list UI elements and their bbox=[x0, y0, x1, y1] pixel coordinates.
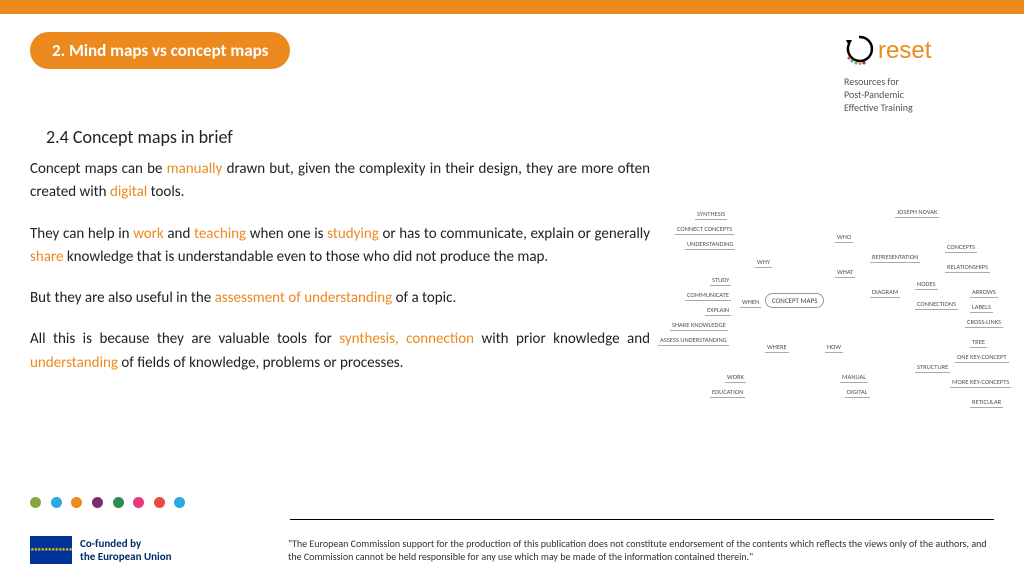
mm-digital: DIGITAL bbox=[845, 388, 870, 398]
dot-icon bbox=[154, 497, 165, 508]
eu-text: Co-funded bythe European Union bbox=[80, 537, 172, 563]
paragraph-1: Concept maps can be manually drawn but, … bbox=[30, 158, 650, 205]
footer: Co-funded bythe European Union "The Euro… bbox=[30, 494, 994, 564]
dot-icon bbox=[113, 497, 124, 508]
dot-icon bbox=[133, 497, 144, 508]
eu-flag-icon bbox=[30, 536, 72, 564]
paragraph-3: But they are also useful in the assessme… bbox=[30, 287, 650, 310]
text-column: Concept maps can be manually drawn but, … bbox=[30, 158, 650, 418]
mm-who-leaf: JOSEPH NOVAK bbox=[895, 208, 939, 218]
mm-struct: STRUCTURE bbox=[915, 363, 950, 373]
mm-rel: RELATIONSHIPS bbox=[945, 263, 990, 273]
dot-icon bbox=[30, 497, 41, 508]
dot-icon bbox=[92, 497, 103, 508]
mm-when: WHEN bbox=[740, 298, 761, 308]
eu-cofunded-block: Co-funded bythe European Union bbox=[30, 536, 270, 564]
mm-study: STUDY bbox=[710, 276, 731, 286]
mm-why: WHY bbox=[755, 258, 772, 268]
top-accent-bar bbox=[0, 0, 1024, 14]
mm-und: UNDERSTANDING bbox=[685, 240, 735, 250]
mm-onekey: ONE KEY-CONCEPT bbox=[955, 353, 1009, 363]
mm-manual: MANUAL bbox=[840, 373, 868, 383]
mm-assess: ASSESS UNDERSTANDING bbox=[658, 336, 729, 346]
dot-icon bbox=[51, 497, 62, 508]
subheading: 2.4 Concept maps in brief bbox=[46, 126, 1024, 148]
dot-icon bbox=[71, 497, 82, 508]
mm-conn: CONNECTIONS bbox=[915, 300, 958, 310]
mm-work: WORK bbox=[725, 373, 746, 383]
mm-labels: LABELS bbox=[970, 303, 993, 313]
mm-rep: REPRESENTATION bbox=[870, 253, 920, 263]
logo-subtitle: Resources for Post-Pandemic Effective Tr… bbox=[844, 75, 994, 114]
mm-how: HOW bbox=[825, 343, 843, 353]
reset-logo: reset Resources for Post-Pandemic Effect… bbox=[844, 32, 994, 114]
disclaimer-text: "The European Commission support for the… bbox=[288, 537, 994, 564]
mm-connc: CONNECT CONCEPTS bbox=[675, 225, 734, 235]
mm-share: SHARE KNOWLEDGE bbox=[670, 321, 728, 331]
mm-where: WHERE bbox=[765, 343, 789, 353]
concept-map-diagram: CONCEPT MAPS WHO JOSEPH NOVAK WHAT REPRE… bbox=[670, 188, 1000, 418]
dot-icon bbox=[174, 497, 185, 508]
mm-who: WHO bbox=[835, 233, 853, 243]
diagram-column: CONCEPT MAPS WHO JOSEPH NOVAK WHAT REPRE… bbox=[670, 158, 1000, 418]
mm-retic: RETICULAR bbox=[970, 398, 1003, 408]
mm-nodes: NODES bbox=[915, 280, 938, 290]
mm-diagram: DIAGRAM bbox=[870, 288, 900, 298]
paragraph-4: All this is because they are valuable to… bbox=[30, 328, 650, 375]
section-title-pill: 2. Mind maps vs concept maps bbox=[30, 32, 290, 69]
mm-center: CONCEPT MAPS bbox=[765, 293, 824, 308]
mm-morekey: MORE KEY-CONCEPTS bbox=[950, 378, 1011, 388]
mm-comm: COMMUNICATE bbox=[685, 291, 731, 301]
mm-what: WHAT bbox=[835, 268, 855, 278]
mm-arrows: ARROWS bbox=[970, 288, 998, 298]
mm-edu: EDUCATION bbox=[710, 388, 745, 398]
mm-tree: TREE bbox=[970, 338, 987, 348]
header: 2. Mind maps vs concept maps reset Resou… bbox=[0, 14, 1024, 114]
mm-expl: EXPLAIN bbox=[705, 306, 731, 316]
logo-text: reset bbox=[878, 37, 932, 64]
mm-cross: CROSS-LINKS bbox=[965, 318, 1003, 328]
mm-concepts: CONCEPTS bbox=[945, 243, 977, 253]
color-dots bbox=[30, 494, 994, 513]
reset-logo-svg: reset bbox=[844, 32, 974, 72]
paragraph-2: They can help in work and teaching when … bbox=[30, 223, 650, 270]
footer-divider bbox=[290, 519, 994, 520]
mm-syn: SYNTHESIS bbox=[695, 210, 727, 220]
content-row: Concept maps can be manually drawn but, … bbox=[0, 158, 1024, 418]
